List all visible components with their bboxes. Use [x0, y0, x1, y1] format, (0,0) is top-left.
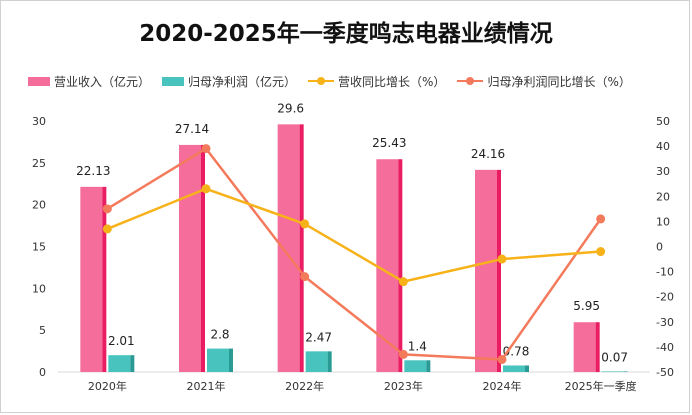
profit-data-label: 2.8: [210, 328, 229, 342]
right-axis-tick-label: 0: [656, 241, 663, 254]
revenue-bar-side: [398, 159, 403, 372]
left-axis-tick-label: 15: [32, 241, 46, 254]
revenue-growth-point: [201, 184, 211, 194]
profit-bar: [404, 360, 427, 372]
profit-growth-point: [300, 272, 310, 282]
revenue-growth-point: [596, 247, 606, 257]
profit-bar-side: [327, 351, 332, 372]
right-axis-tick-label: 50: [656, 115, 670, 128]
chart-title: 2020-2025年一季度鸣志电器业绩情况: [139, 21, 553, 47]
profit-bar: [207, 348, 229, 372]
revenue-data-label: 5.95: [573, 299, 600, 313]
profit-bar: [108, 355, 131, 372]
profit-growth-point: [102, 204, 112, 214]
right-axis-tick-label: 20: [656, 190, 670, 203]
revenue-data-label: 22.13: [76, 164, 110, 178]
revenue-bar: [179, 144, 201, 372]
legend-line-revenue-growth: [308, 75, 335, 87]
revenue-bar: [475, 169, 497, 372]
profit-bar: [305, 351, 328, 372]
legend: 营业收入（亿元） 归母净利润（亿元） 营收同比增长（%） 归母净利润同比增长（%…: [28, 72, 643, 90]
profit-bar-side: [426, 360, 431, 372]
legend-item-profit-growth: 归母净利润同比增长（%）: [457, 73, 631, 90]
revenue-growth-line: [106, 187, 601, 283]
legend-item-profit: 归母净利润（亿元）: [162, 73, 296, 90]
x-axis-tick-label: 2024年: [483, 379, 522, 393]
revenue-data-label: 25.43: [372, 136, 406, 150]
x-axis-tick-label: 2020年: [88, 379, 127, 393]
legend-item-revenue-growth: 营收同比增长（%）: [308, 73, 445, 90]
profit-bar-side: [525, 365, 529, 372]
right-axis-tick-label: -30: [656, 316, 674, 329]
legend-swatch-revenue: [28, 76, 50, 86]
x-axis-tick-label: 2023年: [384, 379, 423, 393]
profit-data-label: 2.47: [305, 330, 332, 344]
legend-label-profit: 归母净利润（亿元）: [188, 74, 297, 89]
profit-bar: [503, 365, 525, 372]
right-axis-tick-label: 40: [656, 140, 670, 153]
legend-label-revenue-growth: 营收同比增长（%）: [338, 74, 446, 89]
x-axis-tick-label: 2022年: [285, 379, 324, 393]
profit-growth-point: [201, 144, 211, 154]
revenue-bar-side: [201, 144, 205, 372]
right-axis-tick-label: -50: [656, 366, 674, 379]
legend-line-profit-growth: [457, 75, 484, 87]
profit-growth-point: [596, 214, 606, 224]
revenue-bar-side: [102, 186, 107, 372]
profit-data-label: 2.01: [108, 334, 135, 348]
right-axis-tick-label: 10: [656, 215, 670, 228]
revenue-bar: [80, 186, 103, 372]
left-axis-tick-label: 5: [39, 324, 46, 337]
left-axis-tick-label: 0: [39, 366, 46, 379]
legend-item-revenue: 营业收入（亿元）: [28, 73, 150, 90]
legend-swatch-profit: [162, 76, 185, 86]
left-axis-tick-label: 25: [32, 157, 46, 170]
revenue-growth-point: [497, 254, 507, 264]
profit-bar-side: [623, 371, 628, 372]
legend-label-revenue: 营业收入（亿元）: [54, 74, 151, 89]
revenue-growth-point: [398, 277, 408, 287]
profit-bar: [601, 371, 624, 372]
profit-data-label: 1.4: [408, 339, 427, 353]
x-axis-tick-label: 2021年: [187, 379, 226, 393]
profit-growth-point: [398, 349, 408, 359]
profit-bar-side: [130, 355, 135, 372]
revenue-bar: [376, 159, 399, 372]
revenue-bar-side: [299, 124, 304, 372]
right-axis-tick-label: -20: [656, 291, 674, 304]
profit-growth-line: [106, 147, 602, 361]
revenue-data-label: 29.6: [277, 101, 304, 115]
revenue-bar-side: [595, 322, 600, 372]
legend-label-profit-growth: 归母净利润同比增长（%）: [487, 74, 631, 89]
right-axis-tick-label: -40: [656, 341, 674, 354]
profit-data-label: 0.07: [601, 350, 628, 364]
right-axis-tick-label: 30: [656, 165, 670, 178]
left-axis-tick-label: 20: [32, 199, 46, 212]
revenue-data-label: 27.14: [175, 122, 209, 136]
revenue-bar: [573, 322, 596, 372]
left-axis-tick-label: 30: [32, 115, 46, 128]
revenue-growth-point: [300, 219, 310, 229]
x-axis-tick-label: 2025年一季度: [565, 379, 637, 393]
revenue-growth-point: [102, 224, 112, 234]
revenue-bar-side: [497, 169, 501, 372]
profit-bar-side: [229, 348, 233, 372]
right-axis-tick-label: -10: [656, 266, 674, 279]
left-axis-tick-label: 10: [32, 282, 46, 295]
revenue-bar: [277, 124, 300, 372]
profit-growth-point: [497, 354, 507, 364]
revenue-data-label: 24.16: [471, 147, 505, 161]
